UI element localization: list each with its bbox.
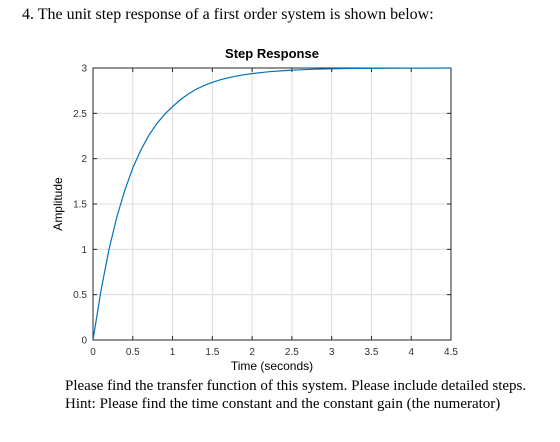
y-tick-label: 0.5	[73, 290, 87, 301]
y-tick-label: 1	[81, 245, 87, 256]
x-tick-labels: 0 0.5 1 1.5 2 2.5 3 3.5 4 4.5	[90, 347, 458, 358]
instructions: Please find the transfer function of thi…	[65, 377, 526, 413]
x-tick-label: 4	[408, 347, 414, 358]
y-tick-labels: 0 0.5 1 1.5 2 2.5 3	[73, 64, 87, 347]
grid-lines	[92, 67, 452, 341]
y-tick-label: 2	[81, 154, 87, 165]
x-tick-label: 3	[329, 347, 335, 358]
y-tick-label: 3	[81, 64, 87, 75]
series-line-step-response	[92, 67, 452, 341]
instruction-line-1: Please find the transfer function of thi…	[65, 378, 527, 394]
question-text: 4. The unit step response of a first ord…	[22, 6, 434, 23]
x-tick-label: 0.5	[126, 347, 140, 358]
x-tick-label: 2	[249, 347, 255, 358]
y-tick-label: 0	[81, 336, 87, 347]
x-axis-label: Time (seconds)	[231, 359, 313, 373]
tick-marks	[92, 67, 452, 341]
x-tick-label: 1.5	[205, 347, 219, 358]
y-axis-label: Amplitude	[51, 177, 65, 231]
y-tick-label: 2.5	[73, 109, 87, 120]
x-tick-label: 0	[90, 347, 96, 358]
x-tick-label: 1	[170, 347, 176, 358]
y-tick-label: 1.5	[73, 200, 87, 211]
x-tick-label: 4.5	[444, 347, 458, 358]
chart-title: Step Response	[225, 46, 319, 61]
x-tick-label: 3.5	[364, 347, 378, 358]
x-tick-label: 2.5	[285, 347, 299, 358]
instruction-line-2: Hint: Please find the time constant and …	[65, 396, 501, 412]
